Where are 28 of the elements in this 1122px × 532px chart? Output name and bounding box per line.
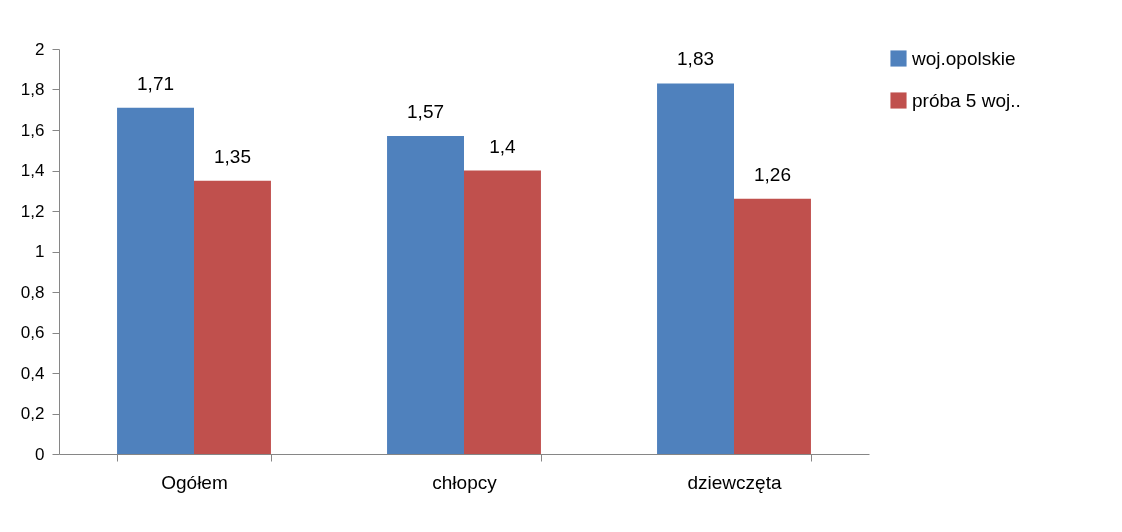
y-tick-label: 1,6 <box>20 120 45 140</box>
y-tick-label: 1,4 <box>20 161 45 180</box>
y-tick-label: 1,2 <box>20 201 45 221</box>
data-label: 1,71 <box>137 72 175 94</box>
x-tick-label: chłopcy <box>432 471 498 493</box>
bar <box>734 198 811 454</box>
bar <box>117 107 194 454</box>
y-tick-label: 0,8 <box>20 282 45 302</box>
legend-label: woj.opolskie <box>911 47 1016 69</box>
x-tick-label: Ogółem <box>161 471 228 493</box>
bar <box>387 136 464 454</box>
data-label: 1,35 <box>213 145 251 167</box>
y-tick-label: 0,2 <box>20 404 45 423</box>
y-tick-label: 2 <box>35 39 45 59</box>
y-tick-label: 1 <box>35 242 45 261</box>
x-tick-label: dziewczęta <box>687 471 782 493</box>
bar <box>464 170 541 454</box>
y-tick-label: 0 <box>35 444 45 464</box>
legend-label: próba 5 woj.. <box>912 89 1021 111</box>
y-tick-label: 0,6 <box>20 323 45 342</box>
data-label: 1,4 <box>489 135 517 157</box>
data-label: 1,83 <box>677 48 715 70</box>
y-tick-label: 0,4 <box>20 363 45 383</box>
bar <box>194 180 271 454</box>
y-tick-label: 1,8 <box>20 80 45 99</box>
bar <box>657 83 734 454</box>
data-label: 1,26 <box>753 163 791 185</box>
data-label: 1,57 <box>407 101 445 123</box>
